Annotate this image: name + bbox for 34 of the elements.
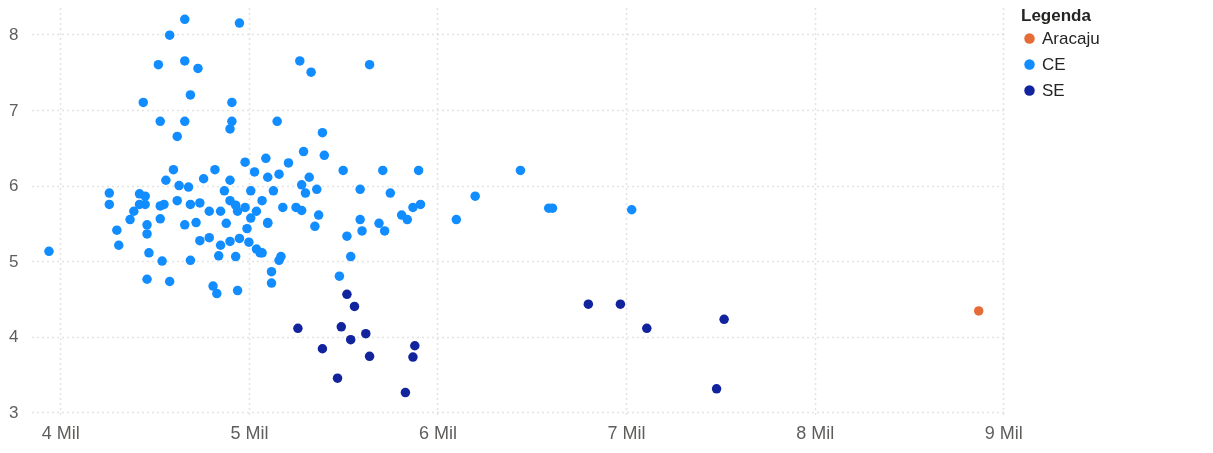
point [317, 344, 328, 354]
x-tick-label: 7 Mil [607, 422, 646, 443]
point [642, 323, 652, 334]
y-tick-label: 8 [9, 24, 19, 44]
point [408, 352, 418, 362]
point [364, 351, 375, 362]
point [293, 323, 303, 334]
x-tick-label: 6 Mil [418, 422, 457, 443]
y-tick-label: 5 [9, 251, 19, 271]
point [973, 306, 984, 316]
point [361, 328, 371, 339]
point [342, 289, 352, 300]
point [336, 322, 347, 332]
legend-title: Legenda [1021, 6, 1092, 25]
point [711, 384, 722, 394]
point [332, 373, 343, 383]
x-tick-label: 8 Mil [796, 422, 835, 443]
x-tick-label: 5 Mil [230, 422, 269, 443]
point [583, 299, 594, 309]
y-tick-label: 6 [9, 176, 19, 196]
y-tick-label: 7 [9, 100, 19, 120]
legend-label: CE [1042, 54, 1066, 74]
point [349, 301, 360, 312]
y-tick-label: 3 [9, 402, 19, 422]
point [410, 341, 420, 351]
point [345, 334, 356, 345]
x-tick-label: 9 Mil [984, 422, 1023, 443]
y-tick-label: 4 [9, 327, 19, 347]
legend-label: Aracaju [1042, 28, 1100, 48]
point [615, 299, 626, 309]
point [400, 387, 411, 398]
legend-label: SE [1042, 80, 1065, 100]
x-tick-label: 4 Mil [41, 422, 80, 443]
point [719, 314, 729, 325]
